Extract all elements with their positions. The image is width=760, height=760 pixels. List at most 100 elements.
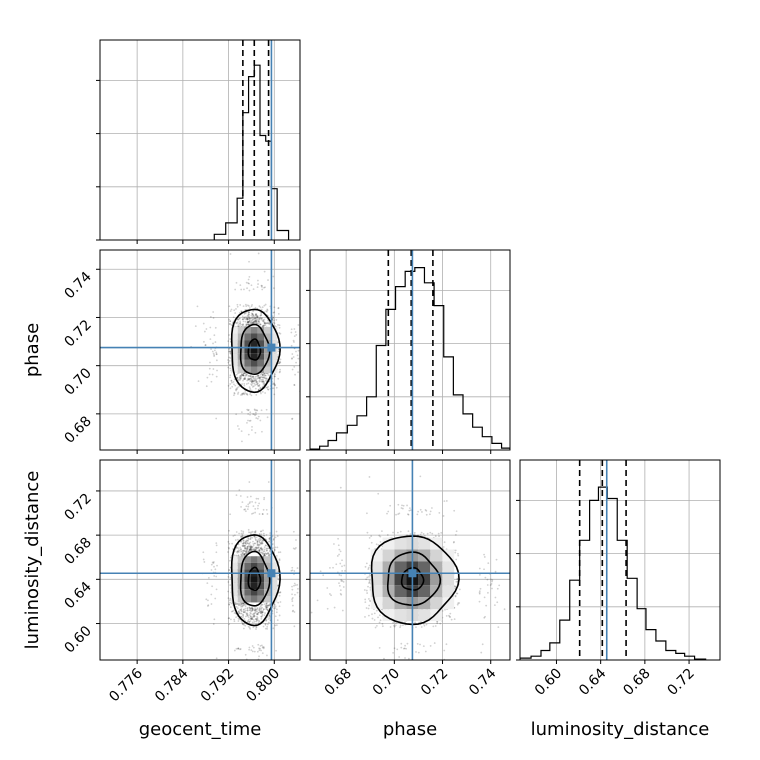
scatter-point [240, 310, 243, 313]
scatter-point [256, 377, 258, 380]
scatter-point [228, 305, 231, 308]
y-tick-label: 0.68 [61, 535, 94, 568]
scatter-point [259, 542, 262, 545]
scatter-point [246, 287, 248, 290]
scatter-point [413, 661, 415, 663]
density-cell [264, 326, 271, 334]
scatter-point [254, 319, 257, 322]
density-cell [231, 359, 238, 367]
scatter-point [237, 620, 240, 622]
scatter-point [265, 553, 268, 555]
scatter-point [248, 307, 251, 309]
scatter-point [254, 411, 257, 414]
scatter-point [237, 325, 239, 328]
scatter-point [247, 377, 250, 380]
scatter-point [251, 379, 254, 382]
scatter-point [228, 334, 230, 336]
scatter-point [243, 602, 246, 605]
scatter-point [251, 386, 254, 388]
scatter-point [377, 616, 379, 619]
x-tick-label: 0.72 [665, 666, 698, 699]
scatter-point [248, 549, 251, 552]
scatter-point [240, 553, 243, 555]
scatter-point [483, 568, 485, 571]
scatter-point [365, 607, 368, 609]
scatter-point [261, 317, 264, 320]
density-cell [370, 549, 383, 562]
scatter-point [196, 305, 199, 308]
scatter-point [242, 615, 245, 618]
scatter-point [266, 308, 269, 311]
scatter-point [236, 386, 239, 389]
scatter-point [254, 377, 256, 380]
density-cell [382, 597, 395, 610]
scatter-point [258, 548, 261, 551]
scatter-point [250, 383, 253, 386]
scatter-point [240, 548, 242, 550]
scatter-point [233, 378, 236, 381]
scatter-point [250, 612, 252, 615]
scatter-point [260, 317, 262, 320]
scatter-point [237, 617, 240, 620]
scatter-point [253, 531, 256, 533]
scatter-point [484, 576, 487, 579]
scatter-point [368, 476, 371, 478]
density-cell [270, 589, 278, 596]
scatter-point [256, 615, 258, 618]
scatter-point [241, 534, 244, 537]
scatter-point [253, 549, 256, 551]
scatter-point [258, 543, 260, 546]
scatter-point [409, 533, 412, 535]
scatter-point [363, 589, 366, 591]
scatter-point [338, 548, 341, 551]
scatter-point [251, 313, 254, 316]
scatter-point [251, 313, 254, 316]
scatter-point [246, 614, 249, 617]
scatter-point [332, 566, 334, 569]
scatter-point [368, 564, 371, 567]
scatter-point [244, 320, 247, 323]
scatter-point [228, 350, 230, 353]
scatter-point [210, 569, 213, 571]
scatter-point [265, 544, 267, 547]
scatter-point [242, 602, 245, 605]
density-cell [264, 556, 271, 563]
scatter-point [238, 379, 241, 382]
scatter-point [253, 547, 256, 550]
scatter-point [255, 539, 257, 542]
density-cell [257, 340, 265, 347]
scatter-point [249, 548, 252, 551]
scatter-point [209, 315, 212, 318]
scatter-point [267, 388, 269, 391]
scatter-point [248, 548, 251, 551]
scatter-point [491, 580, 493, 583]
gridlines [310, 250, 510, 450]
scatter-point [245, 543, 247, 545]
scatter-point [343, 564, 346, 567]
scatter-point [242, 542, 245, 545]
scatter-point [255, 610, 257, 613]
scatter-point [260, 409, 263, 412]
scatter-point [261, 606, 264, 609]
scatter-point [397, 513, 400, 516]
scatter-point [248, 317, 251, 320]
scatter-point [237, 548, 240, 550]
scatter-point [272, 627, 275, 630]
scatter-point [291, 418, 293, 420]
scatter-point [210, 563, 213, 566]
scatter-point [269, 602, 272, 605]
scatter-point [256, 374, 259, 377]
scatter-point [261, 611, 264, 614]
scatter-point [247, 545, 250, 547]
scatter-point [260, 607, 262, 610]
scatter-point [247, 318, 249, 320]
scatter-point [233, 309, 236, 312]
scatter-point [442, 546, 445, 548]
scatter-point [255, 315, 258, 318]
density-cell [370, 561, 383, 574]
scatter-point [241, 550, 243, 552]
scatter-point [267, 322, 270, 325]
scatter-point [293, 341, 295, 343]
scatter-point [254, 384, 257, 386]
scatter-point [408, 507, 411, 510]
